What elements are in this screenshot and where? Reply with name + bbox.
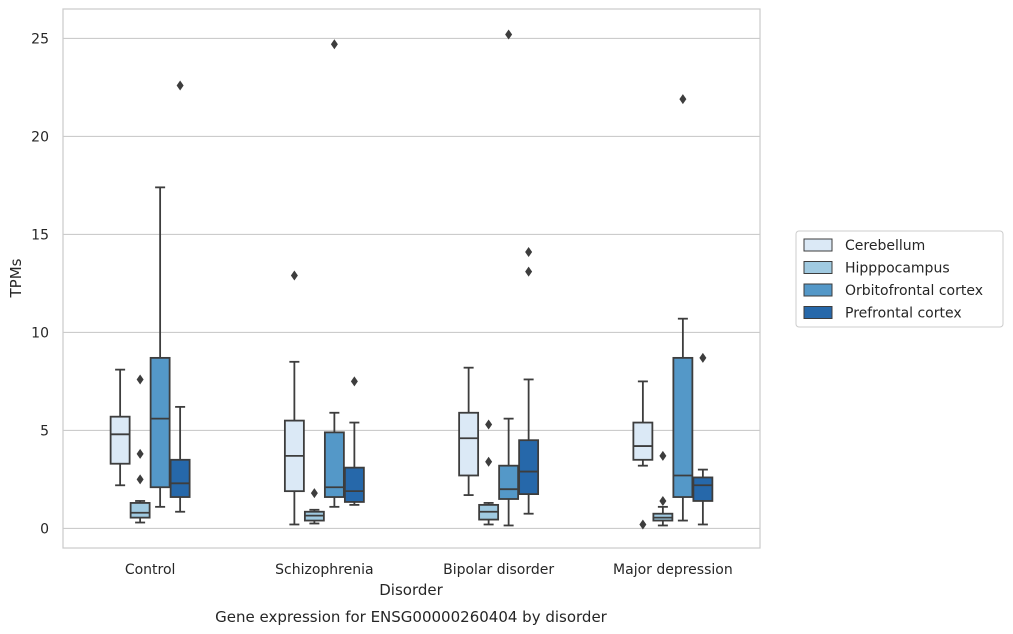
- legend-label: Hipppocampus: [845, 261, 950, 277]
- box: [672, 356, 694, 498]
- legend: Cerebellum Hipppocampus Orbitofrontal cort…: [795, 230, 1004, 328]
- x-tick-label: Control: [125, 562, 176, 578]
- box: [632, 421, 654, 461]
- box-series: [109, 29, 714, 530]
- box: [129, 502, 151, 519]
- outlier-point: [136, 474, 144, 485]
- y-tick-label: 25: [31, 31, 49, 47]
- legend-frame: [795, 230, 1004, 328]
- y-tick-label: 5: [40, 423, 49, 439]
- legend-swatch: [803, 306, 833, 319]
- legend-label: Orbitofrontal cortex: [845, 283, 983, 299]
- legend-label: Prefrontal cortex: [845, 306, 962, 322]
- series-hipppocampus: [129, 374, 674, 527]
- x-tick-label: Schizophrenia: [275, 562, 373, 578]
- box: [109, 415, 131, 465]
- box: [343, 466, 365, 503]
- legend-label: Cerebellum: [845, 238, 925, 254]
- box: [518, 439, 540, 496]
- x-tick-label: Bipolar disorder: [443, 562, 554, 578]
- y-tick-labels: 0 5 10 15 20 25: [31, 31, 49, 537]
- y-axis-label: TPMs: [7, 258, 25, 298]
- outlier-point: [485, 419, 493, 430]
- outlier-point: [659, 450, 667, 461]
- outlier-point: [525, 247, 533, 258]
- outlier-point: [639, 519, 647, 530]
- outlier-point: [350, 376, 358, 387]
- legend-swatch: [803, 261, 833, 274]
- box: [458, 411, 480, 477]
- outlier-point: [679, 94, 687, 105]
- series-cerebellum: [109, 270, 654, 530]
- box: [692, 476, 714, 502]
- outlier-point: [525, 266, 533, 277]
- outlier-point: [136, 448, 144, 459]
- outlier-point: [290, 270, 298, 281]
- chart-caption: Gene expression for ENSG00000260404 by d…: [215, 608, 608, 626]
- box: [169, 458, 191, 498]
- y-tick-label: 20: [31, 129, 49, 145]
- y-tick-label: 0: [40, 521, 49, 537]
- legend-swatch: [803, 238, 833, 252]
- outlier-point: [136, 374, 144, 385]
- x-tick-labels: Control Schizophrenia Bipolar disorder Majo…: [125, 562, 733, 578]
- y-tick-label: 15: [31, 227, 49, 243]
- x-axis-label: Disorder: [379, 581, 443, 599]
- legend-swatch: [803, 283, 833, 297]
- box: [149, 356, 171, 489]
- outlier-point: [505, 29, 513, 40]
- outlier-point: [485, 456, 493, 467]
- outlier-point: [176, 80, 184, 91]
- box: [498, 464, 520, 500]
- series-prefrontal-cortex: [169, 80, 714, 526]
- outlier-point: [330, 39, 338, 50]
- y-tick-label: 10: [31, 325, 49, 341]
- outlier-point: [699, 352, 707, 363]
- series-orbitofrontal-cortex: [149, 29, 694, 527]
- outlier-point: [659, 495, 667, 506]
- x-tick-label: Major depression: [613, 562, 733, 578]
- box: [323, 431, 345, 498]
- outlier-point: [310, 488, 318, 499]
